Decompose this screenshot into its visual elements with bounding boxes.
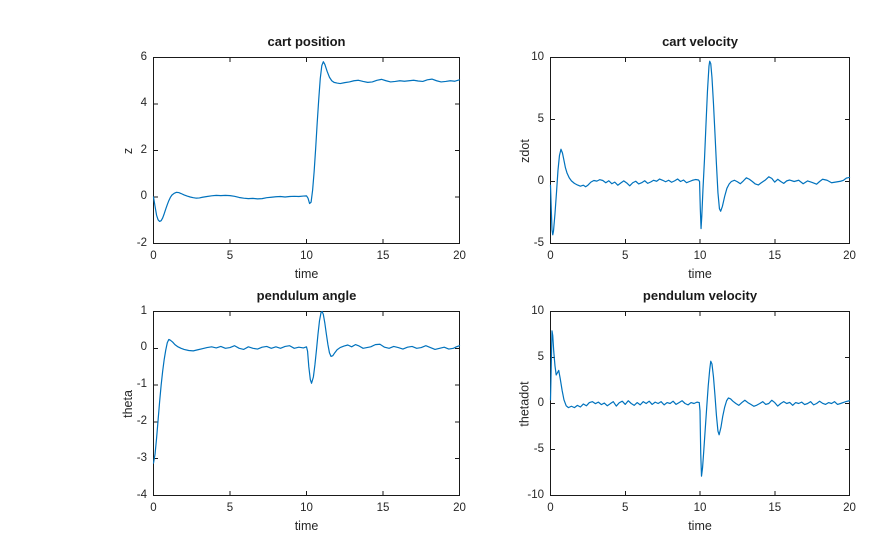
plot-area-pendulum-angle	[152, 310, 461, 496]
y-tick-label: 0	[140, 190, 147, 202]
x-tick-label: 10	[693, 250, 707, 262]
y-tick-label: 0	[140, 341, 147, 354]
x-tick-label: 0	[150, 250, 157, 262]
x-tick-label: 5	[226, 502, 234, 514]
subplot-cart-position: cart position z time 0 5 10 15 20 -2 0 2 4 6	[121, 34, 466, 281]
y-tick-label: -3	[136, 451, 147, 464]
y-tick-label: 5	[537, 112, 544, 125]
x-tick-label: 20	[453, 250, 466, 262]
y-axis-label: theta	[121, 389, 135, 418]
x-tick-label: 15	[768, 250, 782, 262]
x-tick-label: 10	[300, 250, 313, 262]
x-tick-label: 20	[453, 502, 466, 514]
x-axis-label: time	[688, 267, 712, 281]
x-axis-label: time	[294, 267, 319, 281]
y-tick-label: 6	[140, 50, 147, 63]
series-line-z	[152, 61, 461, 223]
x-tick-label: 15	[768, 502, 782, 514]
y-tick-label: 10	[531, 50, 544, 63]
subplot-pendulum-angle: pendulum angle theta time 0 5 10 15 20 -4 -3 -2…	[121, 288, 466, 533]
x-tick-label: 15	[376, 502, 390, 514]
y-tick-label: 2	[140, 143, 147, 156]
x-tick-label: 0	[150, 502, 157, 514]
y-tick-label: -10	[527, 488, 544, 501]
y-tick-label: -5	[533, 236, 544, 249]
x-tick-label: 5	[622, 502, 629, 514]
x-tick-label: 15	[376, 250, 390, 262]
y-tick-label: 0	[537, 174, 544, 187]
x-axis-label: time	[294, 519, 319, 533]
plot-title: pendulum angle	[256, 288, 357, 303]
x-tick-label: 20	[843, 250, 856, 262]
plot-title: cart velocity	[662, 34, 738, 49]
y-tick-label: 0	[537, 396, 544, 409]
x-tick-label: 0	[547, 250, 554, 262]
y-tick-label: 4	[140, 97, 147, 109]
y-axis-label: zdot	[517, 138, 532, 163]
series-line-thetadot	[549, 330, 851, 477]
series-line-theta	[152, 310, 461, 464]
plot-title: cart position	[267, 34, 346, 49]
x-axis-label: time	[688, 519, 712, 533]
plot-area-cart-velocity	[549, 57, 851, 244]
x-tick-label: 10	[693, 502, 707, 514]
axes-box	[153, 57, 460, 244]
x-tick-label: 0	[547, 502, 554, 514]
subplot-cart-velocity: cart velocity zdot time 0 5 10 15 20 -5 0 5 10	[518, 34, 856, 281]
series-line-zdot	[549, 60, 851, 236]
x-tick-label: 5	[226, 250, 234, 262]
x-tick-label: 20	[843, 502, 856, 514]
subplot-pendulum-velocity: pendulum velocity thetadot time 0 5 10 15 20…	[518, 288, 856, 533]
y-tick-label: 10	[531, 304, 544, 317]
plot-area-cart-position	[152, 57, 461, 244]
axes-box	[153, 311, 460, 496]
x-tick-label: 5	[622, 250, 629, 262]
plot-title: pendulum velocity	[642, 288, 758, 303]
y-tick-label: -4	[136, 488, 147, 501]
y-tick-label: -1	[136, 378, 147, 391]
y-tick-label: -5	[533, 442, 544, 455]
y-tick-label: -2	[136, 414, 147, 427]
y-tick-label: 1	[140, 304, 147, 317]
plot-area-pendulum-velocity	[549, 311, 851, 496]
x-tick-label: 10	[300, 502, 313, 514]
y-tick-label: -2	[136, 236, 147, 249]
y-tick-label: 5	[537, 350, 544, 363]
